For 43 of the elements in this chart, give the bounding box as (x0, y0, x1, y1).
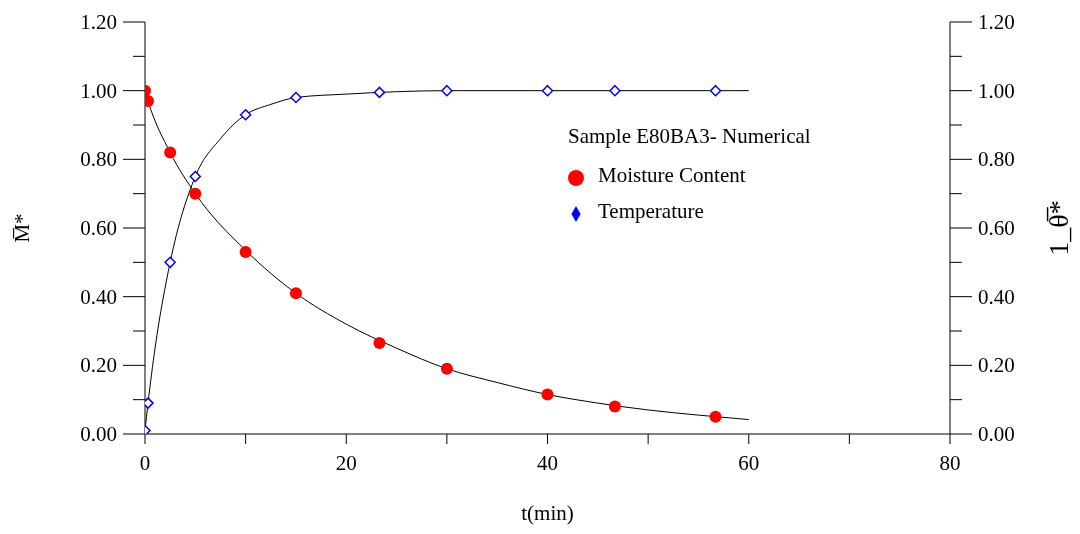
legend-label: Moisture Content (598, 163, 746, 187)
point (289, 287, 302, 300)
x-axis-title: t(min) (521, 501, 574, 525)
point (541, 388, 554, 401)
point (373, 86, 386, 99)
point (189, 170, 202, 183)
x-tick-label: 20 (335, 451, 357, 475)
y2-axis-title: 1_θ̅* (1042, 200, 1074, 256)
point (541, 84, 554, 97)
x-tick-label: 80 (939, 451, 961, 475)
point (239, 246, 252, 259)
y-tick-label: 0.40 (80, 284, 117, 309)
y-tick-label: 0.60 (80, 216, 117, 240)
y-tick-label: 0.80 (80, 147, 117, 172)
legend-label: Temperature (598, 199, 704, 223)
point (609, 84, 621, 97)
point (164, 256, 176, 269)
legend-title: Sample E80BA3- Numerical (568, 124, 811, 149)
y2-tick-label: 0.20 (978, 353, 1015, 378)
point (441, 84, 453, 97)
point (373, 337, 386, 350)
x-tick-label: 60 (738, 451, 760, 475)
y2-tick-label: 1.20 (978, 10, 1015, 34)
y2-tick-label: 0.00 (978, 422, 1015, 446)
point (709, 84, 722, 97)
y2-tick-label: 0.40 (978, 284, 1015, 309)
y-tick-label: 1.20 (80, 10, 117, 34)
point (608, 400, 621, 413)
point (709, 410, 722, 423)
y-axis-title: M̅* (10, 213, 35, 243)
point (440, 362, 453, 375)
y2-tick-label: 0.80 (978, 147, 1015, 172)
y-tick-label: 0.20 (80, 353, 117, 378)
y2-tick-label: 1.00 (978, 78, 1015, 103)
x-tick-label: 0 (139, 451, 151, 475)
y-tick-label: 0.00 (80, 422, 117, 446)
point (290, 91, 302, 104)
point (239, 108, 252, 121)
y2-tick-label: 0.60 (978, 216, 1015, 240)
point (189, 187, 202, 200)
point (164, 146, 177, 159)
y-tick-label: 1.00 (80, 78, 117, 103)
x-tick-label: 40 (537, 451, 558, 475)
